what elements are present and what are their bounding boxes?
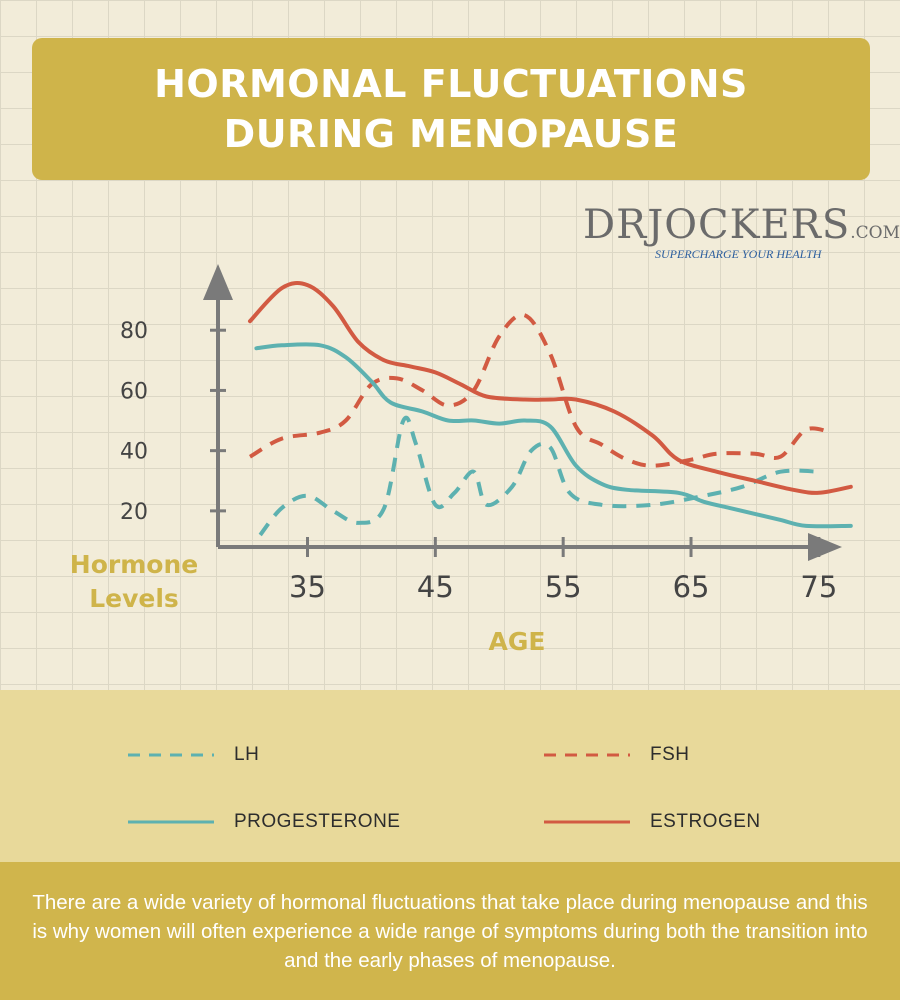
legend: LH FSH PROGESTERONE ESTROGEN xyxy=(0,690,900,862)
legend-item-estrogen: ESTROGEN xyxy=(544,811,761,833)
footer-band: There are a wide variety of hormonal flu… xyxy=(0,862,900,1000)
legend-label-progesterone: PROGESTERONE xyxy=(234,811,401,832)
x-tick-label: 45 xyxy=(417,570,454,604)
legend-swatch-lh xyxy=(128,753,214,757)
y-tick-label: 80 xyxy=(120,319,148,344)
y-axis-title-line: Hormone xyxy=(70,550,198,579)
y-tick-label: 20 xyxy=(120,500,148,525)
chart-series xyxy=(248,281,853,537)
x-axis-arrow xyxy=(808,533,842,561)
x-tick-label: 55 xyxy=(545,570,582,604)
legend-label-lh: LH xyxy=(234,744,260,765)
footer-description: There are a wide variety of hormonal flu… xyxy=(32,890,868,972)
chart-axes xyxy=(203,264,842,561)
x-tick-label: 75 xyxy=(800,570,837,604)
series-line-progesterone xyxy=(254,342,853,529)
page-title: HORMONAL FLUCTUATIONS DURING MENOPAUSE xyxy=(154,62,748,156)
brand-logo: DRJOCKERS.COM SUPERCHARGE YOUR HEALTH xyxy=(583,202,900,261)
legend-swatch-fsh xyxy=(544,753,630,757)
title-banner: HORMONAL FLUCTUATIONS DURING MENOPAUSE xyxy=(32,38,870,180)
logo-wordmark: DRJOCKERS xyxy=(583,202,851,248)
legend-swatch-estrogen xyxy=(544,820,630,824)
legend-label-fsh: FSH xyxy=(650,744,690,765)
y-axis-title: Hormone Levels xyxy=(70,550,198,613)
x-axis-title: AGE xyxy=(489,627,546,656)
logo-tagline: SUPERCHARGE YOUR HEALTH xyxy=(655,247,822,261)
legend-label-estrogen: ESTROGEN xyxy=(650,811,761,832)
legend-swatch-progesterone xyxy=(128,820,214,824)
chart-labels: 35 45 55 65 75 20 40 60 80 Hormone Levels AGE xyxy=(70,319,838,656)
hormone-line-chart: 35 45 55 65 75 20 40 60 80 Hormone Levels AGE xyxy=(70,264,853,656)
y-tick-label: 40 xyxy=(120,440,148,465)
legend-item-fsh: FSH xyxy=(544,744,690,766)
legend-item-progesterone: PROGESTERONE xyxy=(128,811,400,833)
series-line-fsh xyxy=(248,312,833,468)
y-axis-arrow xyxy=(203,264,233,300)
y-axis-title-line: Levels xyxy=(89,584,179,613)
series-line-estrogen xyxy=(248,281,853,495)
y-tick-label: 60 xyxy=(120,379,148,404)
x-tick-label: 65 xyxy=(673,570,710,604)
logo-domain: .COM xyxy=(850,223,900,243)
legend-item-lh: LH xyxy=(128,744,259,766)
x-tick-label: 35 xyxy=(289,570,326,604)
